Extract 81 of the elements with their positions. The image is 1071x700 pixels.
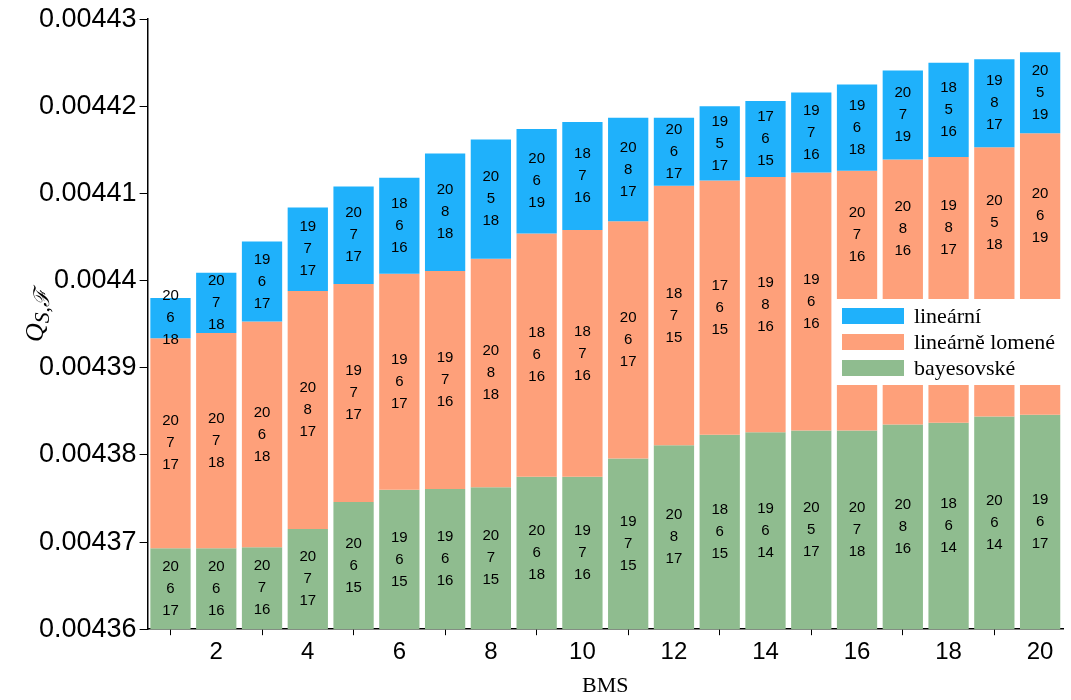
annotation: 19 6 14 xyxy=(757,498,774,560)
annotation: 19 8 17 xyxy=(986,71,1003,133)
x-tick-label: 8 xyxy=(484,637,498,665)
annotation: 20 8 17 xyxy=(619,137,637,199)
annotation: 20 8 18 xyxy=(436,180,454,242)
annotation: 19 7 16 xyxy=(436,348,454,410)
x-tick-label: 20 xyxy=(1026,637,1054,665)
annotation: 18 6 16 xyxy=(528,323,545,385)
annotation: 19 6 17 xyxy=(390,349,408,411)
annotation: 19 5 17 xyxy=(711,111,729,173)
annotation: 20 7 18 xyxy=(207,270,225,332)
x-tick-label: 4 xyxy=(301,637,315,665)
annotation: 20 6 19 xyxy=(1031,184,1049,246)
legend-label: lineárně lomené xyxy=(913,329,1055,356)
annotation: 19 6 16 xyxy=(802,269,820,331)
annotation: 18 7 16 xyxy=(574,144,591,206)
y-tick-label: 0.00443 xyxy=(38,2,137,33)
y-tick-label: 0.0044 xyxy=(54,264,137,295)
annotation: 20 7 17 xyxy=(299,547,317,609)
annotation: 20 6 18 xyxy=(528,521,545,583)
annotation: 19 8 17 xyxy=(940,196,957,258)
annotation: 17 6 15 xyxy=(757,107,774,169)
x-tick-label: 2 xyxy=(209,637,223,665)
annotation: 20 6 18 xyxy=(253,402,271,464)
annotation: 20 6 17 xyxy=(665,119,683,181)
annotation: 19 7 16 xyxy=(574,521,591,583)
annotation: 20 6 16 xyxy=(207,556,225,618)
annotation: 18 7 16 xyxy=(574,321,591,383)
annotation: 18 6 16 xyxy=(390,193,408,255)
annotation: 20 5 17 xyxy=(802,498,820,559)
annotation: 20 8 18 xyxy=(482,341,500,403)
annotation: 18 6 15 xyxy=(711,500,729,562)
annotation: 20 8 17 xyxy=(299,378,317,440)
x-tick-label: 10 xyxy=(569,637,596,665)
annotation: 20 7 17 xyxy=(162,411,179,473)
annotation: 20 6 14 xyxy=(986,491,1003,553)
annotation: 20 7 19 xyxy=(894,83,912,145)
annotation: 20 7 16 xyxy=(253,556,271,618)
annotation: 20 8 17 xyxy=(665,505,683,567)
annotation: 20 7 17 xyxy=(345,203,362,265)
annotation: 18 7 15 xyxy=(665,283,683,345)
legend-label: lineární xyxy=(913,303,982,330)
annotation: 18 6 14 xyxy=(940,494,957,556)
y-tick-label: 0.00437 xyxy=(38,525,137,556)
annotation: 20 7 15 xyxy=(482,526,500,588)
x-tick-label: 16 xyxy=(843,637,871,665)
annotation: 20 6 19 xyxy=(528,149,545,211)
annotation: 19 7 17 xyxy=(299,217,317,279)
annotation: 20 7 18 xyxy=(848,498,866,559)
annotation: 17 6 15 xyxy=(711,275,729,337)
x-axis-title: BMS xyxy=(582,672,629,698)
annotation: 19 6 16 xyxy=(436,527,454,589)
y-tick-label: 0.00436 xyxy=(38,612,137,643)
annotation: 19 8 16 xyxy=(757,272,774,334)
annotation: 19 7 15 xyxy=(619,511,637,573)
x-tick-label: 18 xyxy=(935,637,962,665)
annotation: 20 5 19 xyxy=(1031,60,1049,122)
annotation: 20 6 17 xyxy=(619,308,637,370)
y-tick-label: 0.00438 xyxy=(38,438,137,469)
x-tick-label: 14 xyxy=(752,637,779,665)
annotation: 20 8 16 xyxy=(894,494,912,556)
annotation: 19 7 16 xyxy=(802,100,820,162)
annotation: 19 6 17 xyxy=(1031,490,1049,552)
annotation: 18 5 16 xyxy=(940,77,957,139)
annotation: 19 6 17 xyxy=(253,249,271,311)
annotation: 19 7 17 xyxy=(345,361,362,423)
annotation: 20 7 18 xyxy=(207,408,225,470)
annotation: 20 8 16 xyxy=(894,197,912,259)
annotation: 20 5 18 xyxy=(986,191,1003,253)
y-tick-label: 0.00441 xyxy=(38,176,137,207)
annotation: 20 7 16 xyxy=(848,203,866,265)
y-tick-label: 0.00442 xyxy=(38,89,137,120)
annotation: 20 6 15 xyxy=(345,533,362,595)
x-tick-label: 6 xyxy=(392,637,407,665)
annotation: 20 5 18 xyxy=(482,167,500,229)
legend-label: bayesovské xyxy=(913,355,1016,382)
y-tick-label: 0.00439 xyxy=(38,351,137,382)
annotation: 19 6 15 xyxy=(390,527,408,589)
annotation: 20 6 17 xyxy=(162,556,179,618)
x-tick-label: 12 xyxy=(660,637,688,665)
annotation: 19 6 18 xyxy=(848,95,866,157)
